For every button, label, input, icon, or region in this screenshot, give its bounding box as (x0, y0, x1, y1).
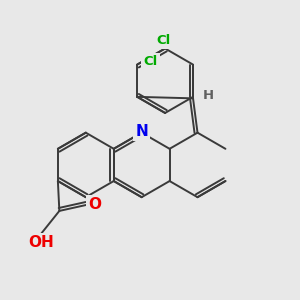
Text: Cl: Cl (143, 55, 158, 68)
Text: Cl: Cl (157, 34, 171, 46)
Text: N: N (135, 124, 148, 139)
Text: H: H (202, 89, 214, 102)
Text: O: O (88, 197, 101, 212)
Text: OH: OH (28, 235, 54, 250)
